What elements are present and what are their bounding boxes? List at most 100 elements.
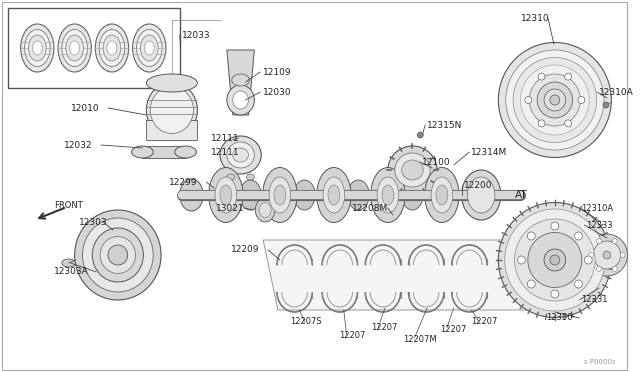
Ellipse shape [620, 253, 625, 257]
Ellipse shape [20, 24, 54, 72]
Ellipse shape [538, 120, 545, 127]
Text: 12303: 12303 [79, 218, 107, 227]
Text: 13021: 13021 [216, 203, 244, 212]
Ellipse shape [95, 24, 129, 72]
Ellipse shape [100, 237, 136, 273]
Ellipse shape [136, 29, 162, 67]
Ellipse shape [220, 185, 232, 205]
Ellipse shape [132, 24, 166, 72]
Ellipse shape [259, 202, 271, 218]
Ellipse shape [227, 174, 235, 180]
Ellipse shape [436, 185, 448, 205]
Text: 12207: 12207 [371, 324, 397, 333]
Ellipse shape [147, 74, 197, 92]
Ellipse shape [499, 42, 611, 157]
Ellipse shape [233, 91, 248, 109]
Ellipse shape [551, 222, 559, 230]
Ellipse shape [108, 245, 127, 265]
Text: 12330: 12330 [546, 314, 573, 323]
Text: 12314M: 12314M [472, 148, 508, 157]
Text: 12333: 12333 [586, 221, 613, 230]
Text: AT: AT [515, 190, 527, 200]
Ellipse shape [246, 174, 254, 180]
Ellipse shape [564, 73, 572, 80]
Ellipse shape [377, 177, 399, 213]
Ellipse shape [575, 280, 582, 288]
Ellipse shape [529, 74, 580, 126]
Ellipse shape [58, 24, 92, 72]
Ellipse shape [575, 232, 582, 240]
Ellipse shape [70, 41, 79, 55]
Ellipse shape [525, 96, 532, 103]
Bar [8, 8, 180, 88]
Ellipse shape [550, 95, 560, 105]
Bar [142, 146, 186, 158]
Text: 12303A: 12303A [54, 267, 89, 276]
Text: 12207: 12207 [339, 330, 365, 340]
Ellipse shape [461, 170, 501, 220]
Ellipse shape [402, 180, 423, 210]
Ellipse shape [544, 249, 566, 271]
Ellipse shape [584, 256, 592, 264]
Ellipse shape [75, 210, 161, 300]
Text: 12111: 12111 [211, 148, 240, 157]
Ellipse shape [417, 132, 423, 138]
Ellipse shape [220, 136, 261, 174]
Ellipse shape [596, 266, 602, 271]
Ellipse shape [395, 153, 430, 187]
Ellipse shape [269, 177, 291, 213]
Ellipse shape [596, 239, 602, 244]
Ellipse shape [527, 232, 535, 240]
Ellipse shape [145, 41, 154, 55]
Ellipse shape [612, 266, 617, 271]
Polygon shape [227, 50, 254, 115]
Ellipse shape [578, 96, 585, 103]
Ellipse shape [544, 89, 566, 111]
Text: 12331: 12331 [581, 295, 608, 305]
Ellipse shape [33, 41, 42, 55]
Ellipse shape [103, 35, 121, 61]
Ellipse shape [518, 256, 525, 264]
Text: 12299: 12299 [169, 177, 197, 186]
Ellipse shape [520, 65, 589, 135]
Ellipse shape [227, 142, 254, 168]
Ellipse shape [239, 180, 261, 210]
Polygon shape [263, 240, 545, 310]
Text: 12033: 12033 [182, 31, 211, 39]
Ellipse shape [92, 228, 143, 282]
Ellipse shape [431, 177, 452, 213]
Ellipse shape [425, 167, 459, 222]
Ellipse shape [180, 179, 204, 211]
Text: 12310: 12310 [520, 13, 549, 22]
Text: 12030: 12030 [263, 87, 292, 96]
Ellipse shape [348, 180, 369, 210]
Ellipse shape [66, 35, 83, 61]
Ellipse shape [371, 167, 405, 222]
Ellipse shape [62, 259, 76, 267]
Ellipse shape [294, 180, 316, 210]
Ellipse shape [603, 102, 609, 108]
Ellipse shape [209, 167, 243, 222]
Text: FRONT: FRONT [54, 201, 83, 209]
Ellipse shape [538, 73, 545, 80]
Text: 12207M: 12207M [403, 336, 436, 344]
Ellipse shape [24, 29, 50, 67]
Text: 12207: 12207 [440, 326, 467, 334]
Text: 12209: 12209 [231, 246, 259, 254]
Ellipse shape [107, 41, 117, 55]
Ellipse shape [274, 185, 286, 205]
Text: 12207S: 12207S [290, 317, 321, 327]
Text: s P0000s: s P0000s [584, 359, 616, 365]
Ellipse shape [382, 185, 394, 205]
Text: 12310A: 12310A [581, 203, 614, 212]
Ellipse shape [499, 202, 611, 317]
Ellipse shape [589, 253, 594, 257]
Ellipse shape [147, 83, 197, 138]
Ellipse shape [550, 255, 560, 265]
Bar [147, 120, 197, 140]
Ellipse shape [262, 167, 297, 222]
Ellipse shape [99, 29, 125, 67]
Text: 12109: 12109 [263, 67, 292, 77]
Ellipse shape [467, 177, 495, 213]
Text: 12111: 12111 [211, 134, 240, 142]
